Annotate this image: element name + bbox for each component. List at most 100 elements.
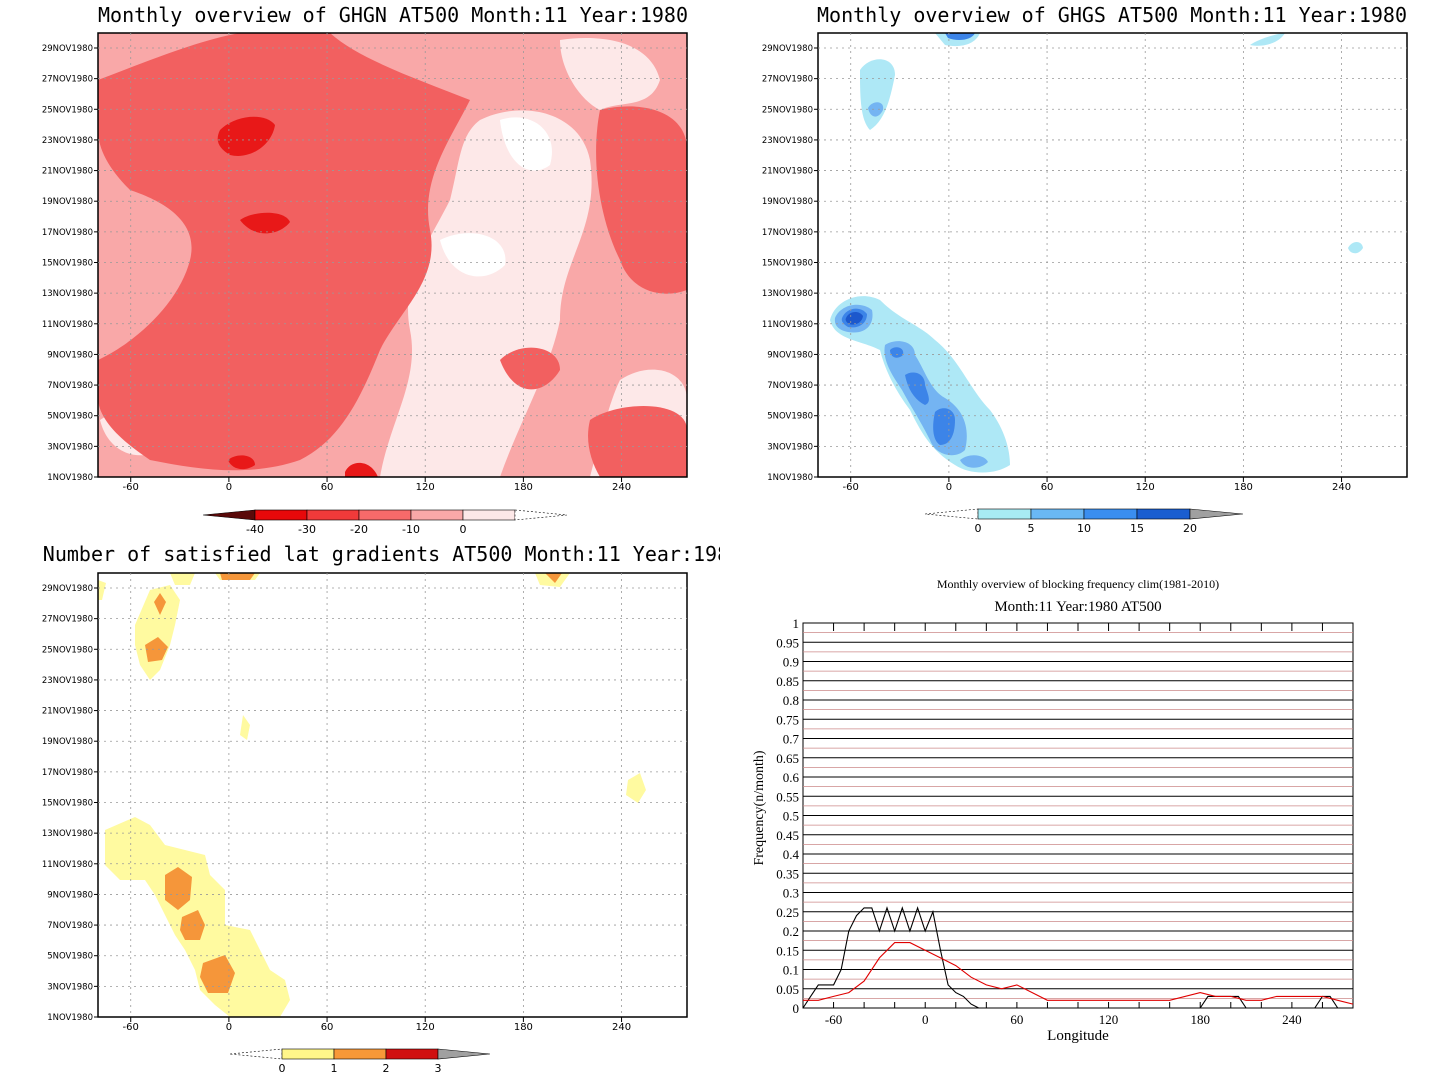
ghgs-contour-light-2 — [860, 59, 895, 130]
x-tick-label: 120 — [1136, 482, 1155, 493]
ghgs-panel: Monthly overview of GHGS AT500 Month:11 … — [762, 3, 1408, 535]
ghgn-contour-medium-4 — [588, 406, 687, 477]
y-tick-label: 19NOV1980 — [42, 197, 93, 207]
colorbar-segment — [1136, 508, 1191, 520]
blocking-frequency-panel: Monthly overview of blocking frequency c… — [752, 577, 1354, 1044]
y-tick-label: 5NOV1980 — [767, 412, 813, 422]
latgrad-light-7 — [240, 715, 250, 740]
line-plot-area: 0 0.05 0.1 0.15 0.2 0.25 0.3 0.35 0.4 0.45 0.5 0.55… — [776, 616, 1354, 1027]
y-tick-label: 23NOV1980 — [762, 136, 813, 146]
x-tick-label: 240 — [1282, 1012, 1302, 1027]
y-tick-label: 29NOV1980 — [42, 584, 93, 594]
ghgs-contour-light-5 — [1348, 242, 1363, 254]
y-tick-label: 0.15 — [776, 943, 799, 958]
ghgs-contour-strong-4 — [890, 347, 904, 358]
y-tick-label: 0.25 — [776, 905, 799, 920]
colorbar-label: -20 — [350, 523, 368, 536]
y-tick-label: 27NOV1980 — [42, 615, 93, 625]
y-tick-label: 15NOV1980 — [762, 259, 813, 269]
y-tick-label: 0.35 — [776, 866, 799, 881]
y-tick-label: 0 — [793, 1001, 800, 1016]
colorbar-triangle-left — [924, 508, 979, 520]
colorbar-label: 0 — [460, 523, 467, 536]
colorbar-label: 5 — [1028, 522, 1035, 535]
y-tick-label: 0.2 — [783, 924, 799, 939]
series-line-red — [803, 942, 1354, 1005]
chart-title: Monthly overview of blocking frequency c… — [937, 577, 1219, 591]
y-tick-label: 21NOV1980 — [42, 707, 93, 717]
colorbar-label: 15 — [1130, 522, 1144, 535]
y-tick-label: 19NOV1980 — [762, 197, 813, 207]
y-tick-label: 1NOV1980 — [47, 473, 93, 483]
x-tick-label: -60 — [123, 1022, 139, 1033]
ghgn-plot-frame — [97, 32, 688, 478]
y-tick-label: 29NOV1980 — [42, 44, 93, 54]
colorbar-label: 2 — [383, 1062, 390, 1075]
x-tick-label: 180 — [514, 1022, 533, 1033]
y-tick-label: 25NOV1980 — [42, 105, 93, 115]
x-tick-label: -60 — [123, 482, 139, 493]
y-tick-label: 0.1 — [783, 963, 799, 978]
colorbar-segment — [462, 509, 516, 521]
latgrad-medium-6 — [220, 573, 255, 580]
y-tick-label: 0.05 — [776, 982, 799, 997]
y-tick-label: 1NOV1980 — [47, 1013, 93, 1023]
colorbar-triangle-right — [514, 509, 568, 521]
y-tick-label: 15NOV1980 — [42, 799, 93, 809]
x-tick-label: 60 — [321, 1022, 334, 1033]
y-tick-label: 3NOV1980 — [47, 442, 93, 452]
chart-title: Monthly overview of GHGN AT500 Month:11 … — [98, 3, 688, 27]
ghgs-contour-strong-3 — [933, 408, 955, 445]
colorbar-label: 0 — [975, 522, 982, 535]
y-tick-label: 1NOV1980 — [767, 473, 813, 483]
y-tick-label: 11NOV1980 — [762, 320, 813, 330]
x-axis-label: Longitude — [1047, 1028, 1109, 1044]
ghgs-contour-medium-3 — [960, 455, 988, 468]
x-tick-label: 120 — [416, 1022, 435, 1033]
series-line-black — [802, 906, 1339, 1009]
colorbar-segment — [1083, 508, 1138, 520]
y-tick-label: 0.7 — [783, 732, 800, 747]
y-tick-label: 21NOV1980 — [42, 167, 93, 177]
ghgs-contour-medium-4 — [868, 102, 884, 117]
ghgn-panel: Monthly overview of GHGN AT500 Month:11 … — [42, 3, 688, 536]
y-axis-label: Frequency(n/month) — [752, 750, 767, 865]
y-tick-label: 29NOV1980 — [762, 44, 813, 54]
x-tick-label: 0 — [226, 482, 232, 493]
ghgn-contours — [98, 33, 687, 477]
y-tick-label: 0.65 — [776, 751, 799, 766]
latgrad-axes: -60 0 60 120 180 240 1NOV1980 3NOV1980 5NOV1980 7… — [42, 573, 687, 1033]
colorbar-segment — [358, 509, 412, 521]
y-tick-label: 23NOV1980 — [42, 676, 93, 686]
ghgs-plot-area: -60 0 60 120 180 240 1NOV1980 3NOV1980 5NOV1980 7… — [762, 32, 1408, 493]
y-tick-label: 0.6 — [783, 770, 800, 785]
latgrad-light-6 — [98, 580, 106, 600]
y-tick-label: 0.45 — [776, 828, 799, 843]
x-tick-label: 60 — [321, 482, 334, 493]
colorbar-triangle-left — [202, 509, 256, 521]
ghgs-contour-peak-1 — [845, 312, 863, 325]
ghgs-colorbar: 0 5 10 15 20 — [924, 508, 1244, 535]
y-tick-label: 27NOV1980 — [762, 75, 813, 85]
y-tick-label: 0.3 — [783, 886, 799, 901]
y-tick-label: 13NOV1980 — [42, 829, 93, 839]
ghgn-contour-light-8 — [500, 117, 552, 171]
chart-title: Monthly overview of GHGS AT500 Month:11 … — [817, 3, 1407, 27]
ghgs-contour-strong-2 — [905, 372, 929, 405]
colorbar-segment — [306, 509, 360, 521]
colorbar-segment — [333, 1048, 387, 1060]
y-tick-label: 17NOV1980 — [42, 768, 93, 778]
colorbar-segment — [385, 1048, 439, 1060]
ghgn-contour-strong-4 — [345, 462, 378, 477]
x-tick-label: 180 — [1190, 1012, 1210, 1027]
latgrad-medium-7 — [545, 573, 562, 583]
colorbar-label: -10 — [402, 523, 420, 536]
colorbar-label: 3 — [435, 1062, 442, 1075]
latgrad-light-3 — [170, 573, 195, 585]
chart-subtitle: Month:11 Year:1980 AT500 — [994, 599, 1161, 615]
y-tick-label: 19NOV1980 — [42, 737, 93, 747]
ghgn-contour-medium-3 — [500, 347, 560, 390]
y-tick-label: 0.9 — [783, 655, 799, 670]
ghgn-contour-light-2 — [560, 38, 660, 110]
colorbar-segment — [977, 508, 1032, 520]
